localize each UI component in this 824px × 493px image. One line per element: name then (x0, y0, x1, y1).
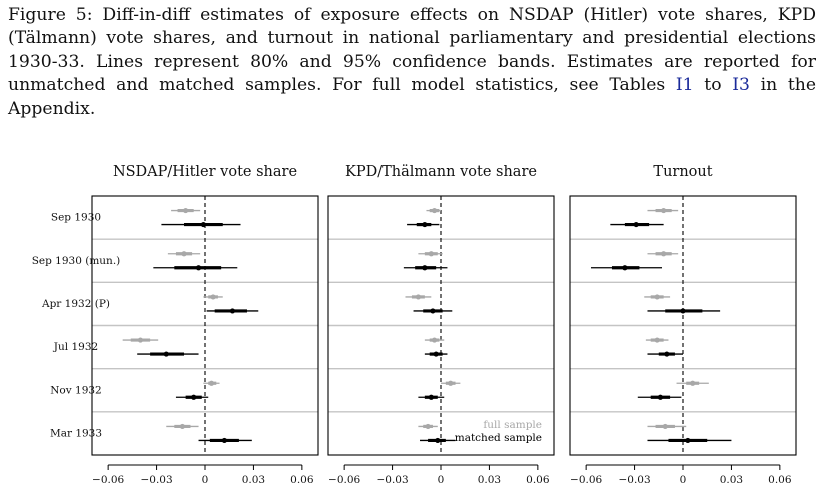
panel-title: Turnout (653, 164, 712, 180)
x-tick-label: −0.03 (376, 474, 408, 486)
matched-sample-point (685, 437, 691, 444)
row-label: Apr 1932 (P) (41, 298, 110, 310)
x-tick-label: −0.03 (618, 474, 650, 486)
matched-sample-point (422, 265, 428, 271)
x-tick-label: 0 (438, 474, 445, 486)
matched-sample-point (664, 351, 670, 357)
x-tick-label: 0 (680, 474, 687, 486)
caption-text: Figure 5: Diff-in-diff estimates of expo… (8, 5, 816, 96)
full-sample-point (179, 423, 185, 430)
x-tick-label: 0.03 (242, 474, 265, 486)
full-sample-point (661, 207, 667, 214)
row-label: Nov 1932 (50, 384, 102, 396)
x-tick-label: −0.06 (328, 474, 360, 486)
full-sample-point (654, 294, 660, 300)
x-tick-label: −0.06 (92, 474, 124, 486)
matched-sample-point (191, 394, 197, 400)
matched-sample-point (680, 308, 686, 314)
panel-1: NSDAP/Hitler vote share −0.06 −0.03 0 0.03 0.… (91, 164, 319, 486)
table-link-i3[interactable]: I3 (732, 75, 750, 96)
matched-sample-point (435, 437, 441, 444)
matched-sample-point (163, 351, 169, 357)
x-tick-label: 0.06 (768, 474, 792, 486)
full-sample-point (208, 380, 215, 386)
matched-sample-point (200, 221, 206, 228)
full-sample-point (210, 294, 216, 300)
x-tick-label: −0.03 (140, 474, 172, 486)
x-tick-label: 0.06 (290, 474, 314, 486)
full-sample-point (181, 251, 187, 257)
matched-sample-point (195, 265, 202, 271)
row-label: Sep 1930 (mun.) (32, 255, 121, 267)
matched-sample-point (633, 221, 639, 228)
matched-sample-point (428, 394, 434, 400)
matched-sample-point (221, 437, 227, 444)
panel-frame (327, 195, 555, 456)
matched-sample-point (433, 351, 439, 357)
figure-caption: Figure 5: Diff-in-diff estimates of expo… (8, 4, 816, 121)
matched-sample-point (622, 265, 628, 271)
panel-frame (569, 195, 797, 456)
panel-2: KPD/Thälmann vote share −0.06 −0.03 0 0.03 0.… (327, 164, 555, 486)
full-sample-point (425, 423, 431, 430)
full-sample-point (431, 337, 438, 343)
legend-full-sample: full sample (483, 419, 542, 431)
matched-sample-point (229, 308, 236, 314)
panel-title: NSDAP/Hitler vote share (113, 164, 297, 180)
panel-3: Turnout −0.06 −0.03 0 0.03 0.06 (569, 164, 797, 486)
full-sample-point (431, 207, 438, 214)
x-tick-label: 0.03 (720, 474, 743, 486)
matched-sample-point (430, 308, 436, 314)
full-sample-point (654, 337, 660, 343)
table-link-i1[interactable]: I1 (675, 75, 694, 96)
x-tick-label: 0.06 (526, 474, 550, 486)
row-label: Mar 1933 (50, 427, 102, 439)
full-sample-point (662, 423, 668, 430)
matched-sample-point (657, 394, 664, 400)
full-sample-point (428, 251, 434, 257)
panel-frame (91, 195, 319, 456)
x-tick-label: 0 (202, 474, 209, 486)
caption-text-end: in the Appendix. (8, 75, 816, 119)
x-tick-label: 0.03 (478, 474, 501, 486)
legend-matched-sample: matched sample (455, 432, 542, 444)
full-sample-point (183, 207, 189, 214)
matched-sample-point (422, 221, 428, 228)
full-sample-point (661, 251, 667, 257)
full-sample-point (137, 337, 144, 343)
full-sample-point (690, 380, 696, 386)
panel-title: KPD/Thälmann vote share (345, 164, 537, 180)
full-sample-point (415, 294, 421, 300)
row-label: Sep 1930 (51, 212, 101, 224)
row-label: Jul 1932 (53, 341, 98, 353)
full-sample-point (448, 380, 454, 386)
x-tick-label: −0.06 (570, 474, 602, 486)
caption-text-mid: to (693, 75, 733, 96)
